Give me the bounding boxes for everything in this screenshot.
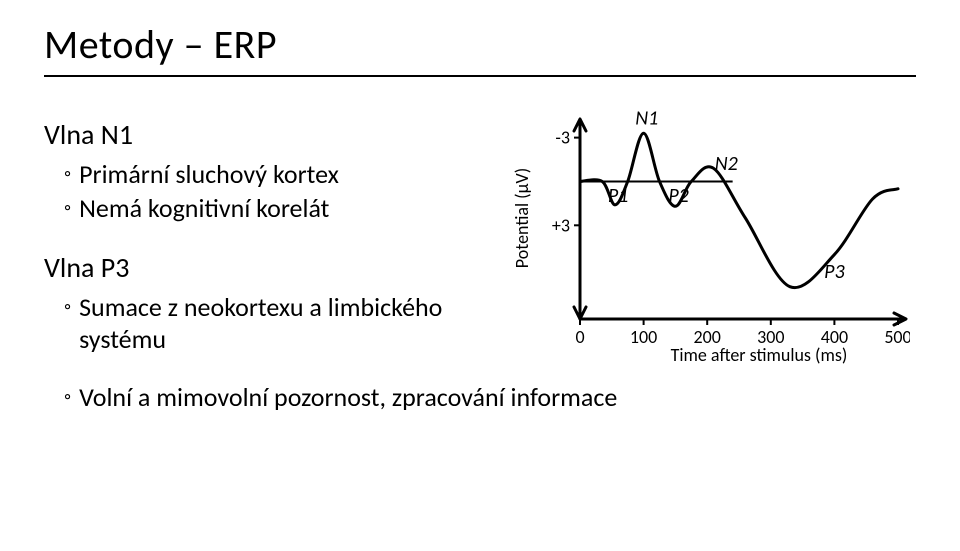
bullet-icon: ◦ — [64, 192, 71, 224]
slide-title: Metody – ERP — [44, 20, 916, 69]
svg-text:N1: N1 — [635, 106, 658, 130]
svg-text:+3: +3 — [552, 214, 570, 236]
bullet-icon: ◦ — [64, 158, 71, 190]
content-row: Vlna N1 ◦ Primární sluchový kortex ◦ Nem… — [44, 105, 916, 381]
svg-text:Potential (µV): Potential (µV) — [511, 168, 533, 268]
chart-column: -3+30100200300400500N1N2P1P2P3Time after… — [504, 105, 916, 381]
svg-text:-3: -3 — [555, 127, 570, 149]
svg-text:0: 0 — [575, 326, 584, 348]
svg-text:P3: P3 — [824, 260, 845, 284]
list-item: ◦ Sumace z neokortexu a limbického systé… — [64, 291, 504, 355]
list-item: ◦ Primární sluchový kortex — [64, 158, 504, 190]
bullet-text: Volní a mimovolní pozornost, zpracování … — [79, 381, 617, 413]
bullet-text: Nemá kognitivní korelát — [79, 192, 329, 224]
slide: Metody – ERP Vlna N1 ◦ Primární sluchový… — [0, 0, 960, 551]
bullet-icon: ◦ — [64, 291, 71, 323]
svg-text:Time after stimulus (ms): Time after stimulus (ms) — [671, 344, 848, 365]
wide-bullet-row: ◦ Volní a mimovolní pozornost, zpracován… — [64, 381, 916, 413]
text-column: Vlna N1 ◦ Primární sluchový kortex ◦ Nem… — [44, 105, 504, 381]
bullet-icon: ◦ — [64, 381, 71, 413]
list-item: ◦ Nemá kognitivní korelát — [64, 192, 504, 224]
bullet-text: Sumace z neokortexu a limbického systému — [79, 291, 504, 355]
p3-heading: Vlna P3 — [44, 250, 504, 285]
svg-text:N2: N2 — [715, 152, 738, 176]
svg-text:100: 100 — [630, 326, 657, 348]
svg-text:P1: P1 — [608, 184, 628, 208]
n1-bullets: ◦ Primární sluchový kortex ◦ Nemá kognit… — [64, 158, 504, 224]
title-underline — [44, 75, 916, 77]
svg-text:P2: P2 — [668, 184, 688, 208]
svg-text:500: 500 — [884, 326, 910, 348]
p3-bullets: ◦ Sumace z neokortexu a limbického systé… — [64, 291, 504, 355]
bullet-text: Primární sluchový kortex — [79, 158, 339, 190]
erp-waveform-chart: -3+30100200300400500N1N2P1P2P3Time after… — [510, 105, 910, 365]
n1-heading: Vlna N1 — [44, 117, 504, 152]
